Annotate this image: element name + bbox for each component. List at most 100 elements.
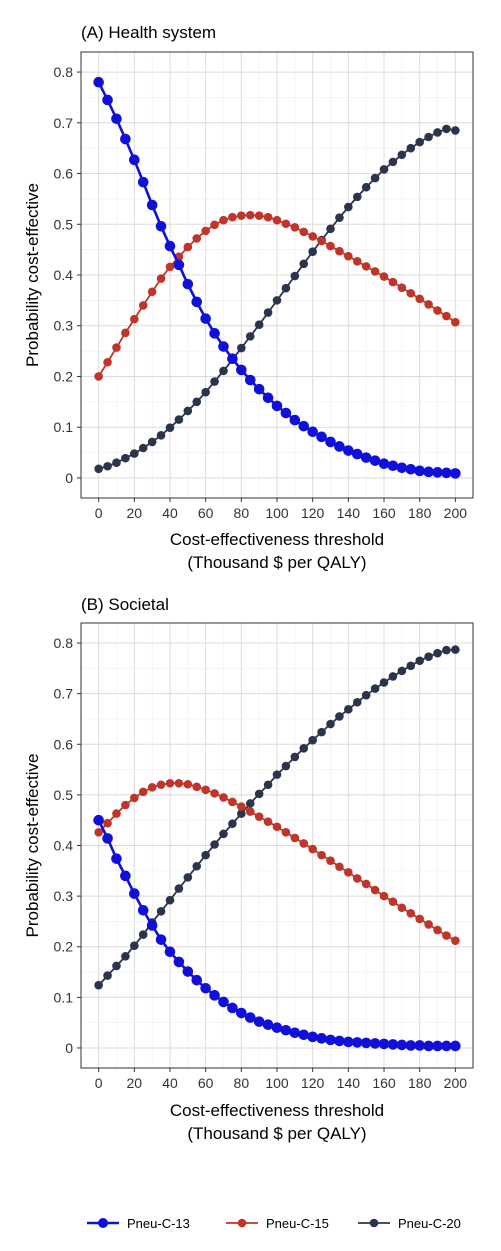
- data-point-pneu-c-13: [182, 966, 194, 977]
- data-point-pneu-c-15: [335, 246, 344, 256]
- data-point-pneu-c-15: [415, 294, 424, 304]
- data-point-pneu-c-13: [93, 76, 104, 88]
- data-point-pneu-c-20: [415, 656, 424, 666]
- data-point-pneu-c-13: [280, 407, 292, 419]
- x-tick-label: 80: [234, 505, 250, 521]
- data-point-pneu-c-20: [290, 752, 300, 762]
- data-point-pneu-c-15: [344, 868, 353, 877]
- data-point-pneu-c-20: [138, 930, 148, 939]
- y-tick-label: 0.2: [54, 368, 74, 384]
- data-point-pneu-c-15: [254, 211, 264, 220]
- data-point-pneu-c-15: [299, 227, 309, 237]
- y-tick-label: 0: [65, 1040, 73, 1056]
- data-point-pneu-c-20: [424, 132, 433, 142]
- data-point-pneu-c-20: [370, 173, 380, 183]
- data-point-pneu-c-15: [210, 220, 219, 230]
- series-pneu-c-15: [94, 778, 460, 945]
- data-point-pneu-c-15: [201, 226, 210, 236]
- x-tick-label: 200: [444, 1075, 468, 1091]
- data-point-pneu-c-15: [192, 234, 202, 243]
- legend-item-pneu-c-13: Pneu-C-13: [87, 1216, 190, 1231]
- data-point-pneu-c-15: [210, 789, 219, 798]
- data-point-pneu-c-20: [263, 308, 273, 317]
- y-tick-label: 0.5: [54, 787, 74, 803]
- data-point-pneu-c-20: [201, 850, 210, 860]
- data-point-pneu-c-15: [263, 817, 273, 827]
- x-tick-label: 80: [234, 1075, 250, 1091]
- data-point-pneu-c-13: [155, 934, 167, 945]
- data-point-pneu-c-20: [201, 387, 210, 397]
- data-point-pneu-c-13: [450, 468, 461, 479]
- data-point-pneu-c-15: [451, 936, 460, 945]
- y-tick-label: 0.6: [54, 736, 74, 752]
- data-point-pneu-c-15: [290, 833, 300, 843]
- data-point-pneu-c-15: [406, 288, 416, 298]
- x-tick-label: 20: [127, 505, 143, 521]
- data-point-pneu-c-20: [147, 437, 157, 447]
- data-point-pneu-c-13: [182, 278, 194, 290]
- panel-health-system: (A) Health system 0 20 40 60 80 100 120 140 160 18…: [23, 23, 474, 572]
- data-point-pneu-c-13: [441, 1040, 452, 1052]
- data-point-pneu-c-13: [253, 1016, 265, 1027]
- data-point-pneu-c-13: [137, 904, 149, 916]
- data-point-pneu-c-20: [210, 377, 219, 386]
- data-point-pneu-c-13: [351, 448, 363, 460]
- data-point-pneu-c-20: [388, 672, 398, 681]
- data-point-pneu-c-20: [183, 873, 193, 882]
- data-point-pneu-c-13: [343, 445, 354, 456]
- data-point-pneu-c-15: [299, 839, 309, 848]
- data-point-pneu-c-15: [415, 914, 424, 924]
- data-point-pneu-c-20: [388, 157, 398, 167]
- data-point-pneu-c-20: [237, 343, 246, 353]
- data-point-pneu-c-15: [192, 782, 202, 792]
- data-point-pneu-c-13: [343, 1036, 354, 1048]
- legend-key-marker: [237, 1218, 247, 1228]
- y-tick-label: 0.3: [54, 318, 74, 334]
- x-tick-label: 0: [95, 505, 103, 521]
- data-point-pneu-c-15: [361, 262, 371, 271]
- data-point-pneu-c-20: [281, 283, 291, 293]
- data-point-pneu-c-13: [173, 259, 185, 271]
- data-point-pneu-c-20: [308, 735, 317, 745]
- data-point-pneu-c-20: [165, 895, 175, 905]
- x-tick-label: 40: [162, 505, 178, 521]
- data-point-pneu-c-13: [129, 154, 140, 166]
- data-point-pneu-c-20: [415, 137, 424, 147]
- data-point-pneu-c-13: [360, 1037, 372, 1049]
- data-point-pneu-c-15: [379, 891, 389, 901]
- data-point-pneu-c-13: [280, 1024, 292, 1036]
- data-point-pneu-c-20: [451, 645, 460, 654]
- data-point-pneu-c-20: [174, 884, 184, 893]
- data-point-pneu-c-20: [308, 247, 317, 256]
- x-tick-label: 160: [372, 505, 396, 521]
- data-point-pneu-c-20: [112, 458, 121, 468]
- data-point-pneu-c-20: [335, 213, 344, 222]
- data-point-pneu-c-13: [129, 888, 140, 899]
- legend-key-marker: [98, 1218, 108, 1228]
- data-point-pneu-c-13: [298, 1029, 310, 1041]
- data-point-pneu-c-13: [298, 420, 310, 432]
- y-tick-label: 0.1: [54, 419, 74, 435]
- data-point-pneu-c-15: [245, 807, 255, 816]
- data-point-pneu-c-15: [183, 779, 193, 789]
- y-tick-label: 0.7: [54, 686, 74, 702]
- y-tick-label: 0: [65, 470, 73, 486]
- x-axis-title: Cost-effectiveness threshold: [170, 530, 384, 549]
- data-point-pneu-c-20: [254, 320, 264, 330]
- data-point-pneu-c-13: [164, 946, 176, 958]
- data-point-pneu-c-15: [147, 782, 157, 792]
- x-tick-label: 100: [265, 505, 289, 521]
- data-point-pneu-c-20: [379, 165, 389, 174]
- data-point-pneu-c-20: [228, 819, 237, 829]
- data-point-pneu-c-13: [360, 452, 372, 463]
- data-point-pneu-c-20: [272, 770, 282, 779]
- data-point-pneu-c-15: [326, 856, 335, 865]
- y-tick-label: 0.3: [54, 888, 74, 904]
- data-point-pneu-c-20: [130, 449, 139, 458]
- data-point-pneu-c-20: [451, 126, 460, 135]
- data-point-pneu-c-15: [156, 274, 166, 283]
- data-point-pneu-c-13: [200, 313, 211, 324]
- data-point-pneu-c-13: [244, 374, 256, 386]
- data-point-pneu-c-20: [165, 423, 175, 433]
